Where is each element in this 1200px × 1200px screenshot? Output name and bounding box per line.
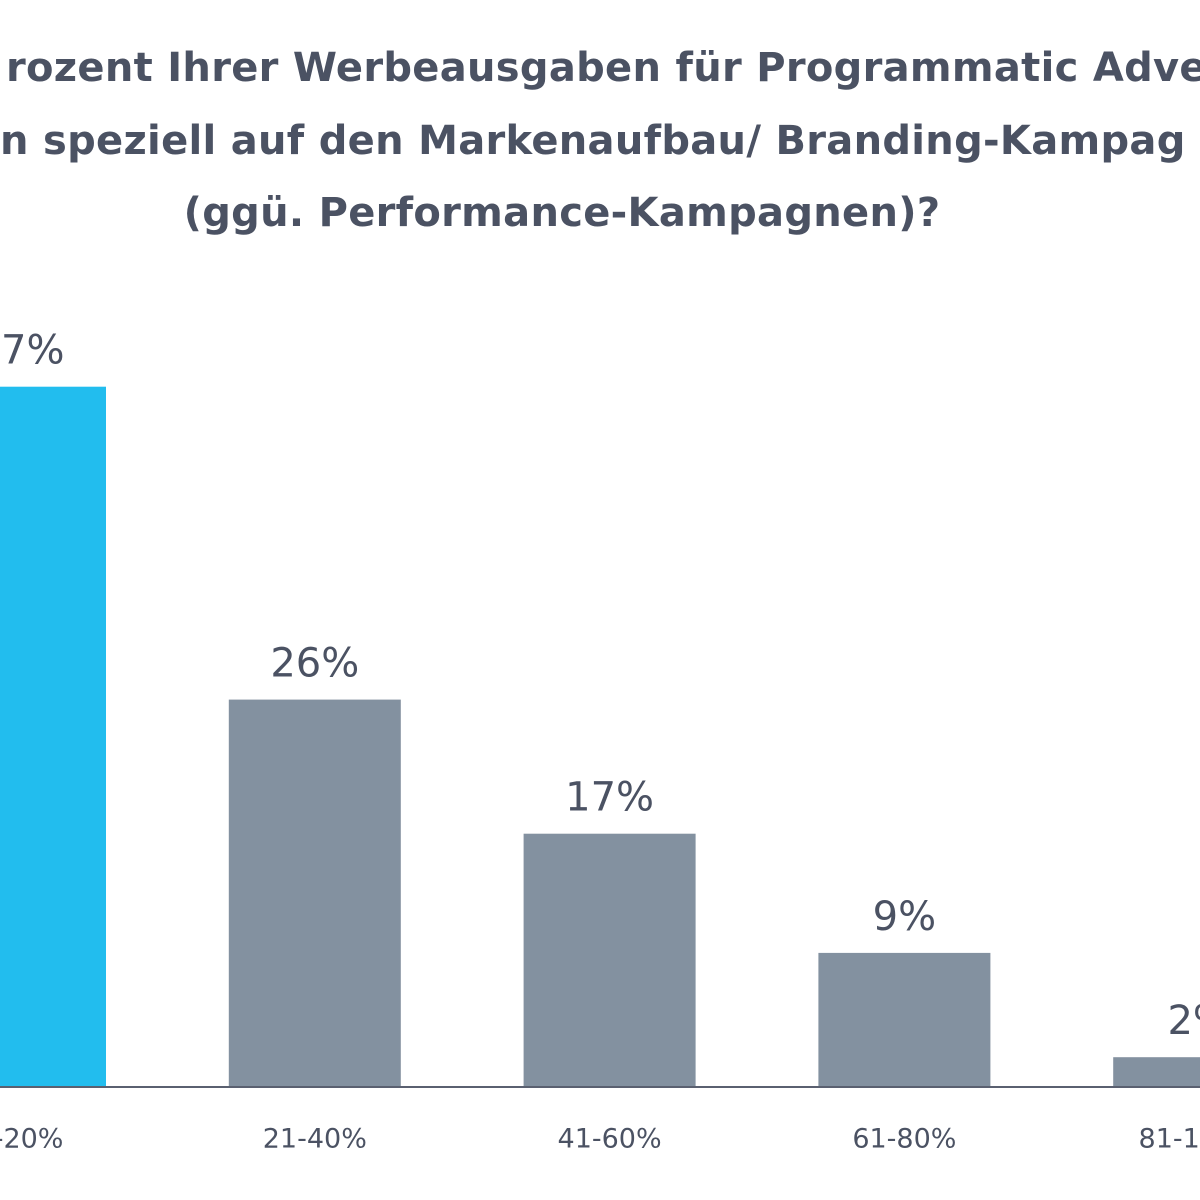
x-tick-label: 0-20%: [0, 1124, 63, 1155]
chart-title-line: (ggü. Performance-Kampagnen)?: [184, 190, 941, 236]
value-label: 47%: [0, 328, 64, 374]
x-tick-label: 61-80%: [852, 1124, 956, 1155]
chart-title-line: rozent Ihrer Werbeausgaben für Programma…: [6, 45, 1200, 91]
value-label: 26%: [270, 641, 359, 687]
chart-title-line: n speziell auf den Markenaufbau/ Brandin…: [0, 118, 1186, 164]
value-label: 9%: [873, 894, 936, 940]
bar: [228, 699, 401, 1087]
value-label: 17%: [565, 775, 654, 821]
bar: [0, 386, 106, 1087]
bar: [523, 833, 696, 1087]
plot-area: 47% 0-20% 26% 21-40% 17% 41-60% 9% 61-80% 2% 81-1…: [0, 328, 1200, 1155]
x-tick-label: 81-100%: [1139, 1124, 1200, 1155]
bar: [1113, 1057, 1200, 1087]
bar: [818, 952, 991, 1087]
value-label: 2%: [1167, 998, 1200, 1044]
x-tick-label: 21-40%: [263, 1124, 367, 1155]
x-tick-label: 41-60%: [558, 1124, 662, 1155]
